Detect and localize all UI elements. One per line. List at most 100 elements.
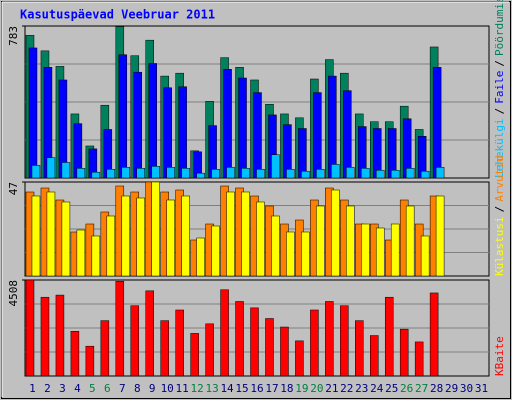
legend-separator: /	[493, 108, 506, 115]
bar	[163, 87, 172, 179]
legend-entry: Külastusi	[493, 216, 506, 276]
bar	[331, 164, 340, 179]
x-tick-label: 22	[340, 382, 353, 395]
x-tick-label: 25	[385, 382, 398, 395]
bar	[115, 280, 125, 377]
bar	[271, 154, 280, 179]
legend-entry: KBaite	[493, 336, 506, 376]
bar	[175, 309, 184, 377]
x-tick-label: 18	[280, 382, 293, 395]
bar	[55, 294, 65, 377]
bar	[70, 331, 80, 377]
legend-entry: Arvutid	[493, 155, 506, 201]
bar	[250, 307, 259, 377]
bar	[325, 301, 334, 377]
bar	[121, 195, 131, 277]
bar	[346, 167, 355, 179]
bar	[133, 71, 143, 179]
bar	[136, 197, 145, 277]
bar	[390, 169, 400, 179]
bar	[166, 199, 175, 277]
bar	[432, 67, 442, 179]
x-tick-label: 5	[89, 382, 96, 395]
bar	[298, 128, 307, 179]
bar	[130, 305, 140, 377]
bar	[25, 279, 35, 377]
bar	[405, 168, 415, 179]
x-tick-label: 15	[235, 382, 248, 395]
x-tick-label: 12	[191, 382, 204, 395]
x-tick-label: 23	[355, 382, 368, 395]
bar	[223, 69, 232, 179]
bar	[384, 296, 394, 377]
legend-entry: Faile	[493, 71, 506, 104]
bar	[313, 92, 322, 179]
bar	[136, 168, 145, 179]
bar	[301, 170, 310, 179]
x-tick-label: 28	[430, 382, 443, 395]
bar	[435, 167, 445, 179]
x-tick-label: 11	[176, 382, 189, 395]
bar	[265, 318, 274, 377]
bar	[31, 165, 41, 179]
bar	[196, 172, 205, 179]
bar	[238, 77, 247, 179]
bar	[76, 168, 86, 179]
bar	[151, 166, 160, 179]
x-tick-label: 13	[205, 382, 218, 395]
bar	[280, 326, 289, 377]
bar	[151, 181, 160, 277]
bar	[196, 237, 205, 277]
x-tick-label: 24	[370, 382, 384, 395]
x-tick-label: 2	[44, 382, 51, 395]
bar	[328, 75, 337, 179]
bar	[85, 345, 95, 377]
bar	[40, 296, 50, 377]
bar	[390, 223, 400, 277]
x-tick-label: 1	[29, 382, 36, 395]
bar	[118, 54, 128, 179]
x-tick-label: 7	[119, 382, 126, 395]
x-tick-label: 4	[74, 382, 81, 395]
bar	[331, 189, 340, 277]
legend-separator: /	[493, 60, 506, 67]
bar	[211, 169, 220, 179]
bar	[178, 86, 187, 179]
x-tick-label: 27	[415, 382, 428, 395]
bar	[399, 328, 409, 377]
bar	[375, 169, 385, 179]
bar	[405, 205, 415, 277]
bar	[241, 168, 250, 179]
bar	[286, 169, 295, 179]
bar	[160, 320, 169, 377]
bar	[106, 169, 116, 179]
x-tick-label: 30	[460, 382, 473, 395]
bar	[241, 191, 250, 277]
x-tick-label: 16	[250, 382, 263, 395]
x-tick-label: 8	[134, 382, 141, 395]
bar	[106, 215, 116, 277]
bar	[220, 289, 229, 377]
bar	[181, 195, 190, 277]
x-tick-label: 21	[325, 382, 338, 395]
bar	[181, 168, 190, 179]
y-tick-label: 47	[7, 182, 20, 195]
chart-title: Kasutuspäevad Veebruar 2011	[20, 8, 215, 22]
bar	[253, 92, 262, 179]
bar	[340, 305, 349, 377]
bar	[256, 169, 265, 179]
bar	[205, 323, 214, 377]
x-tick-label: 19	[295, 382, 308, 395]
bar	[361, 223, 370, 277]
bar	[256, 201, 265, 277]
bar	[346, 205, 355, 277]
legend-entry: Pöördumisi	[493, 0, 506, 56]
x-tick-label: 17	[265, 382, 278, 395]
bar	[375, 227, 385, 277]
bar	[316, 169, 325, 179]
bar	[370, 335, 379, 377]
y-tick-label: 783	[7, 26, 20, 46]
x-tick-label: 29	[445, 382, 458, 395]
bar	[286, 231, 295, 277]
